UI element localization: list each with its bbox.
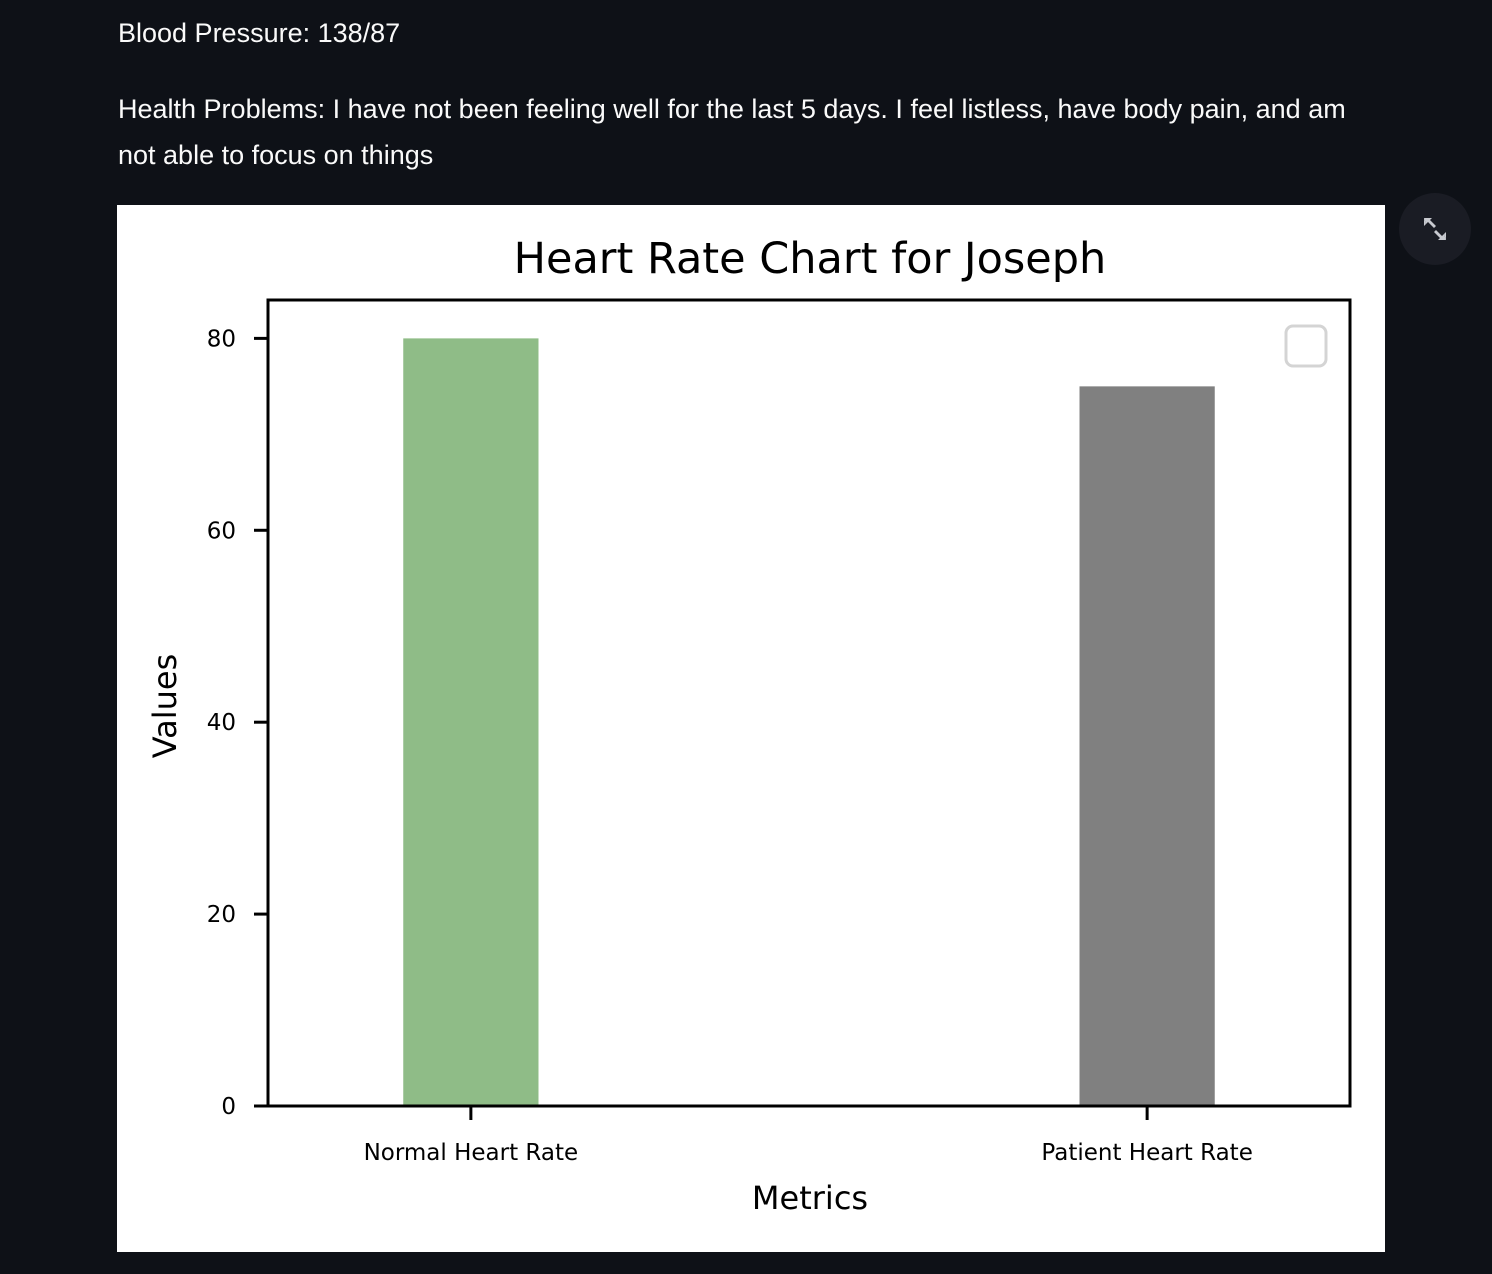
expand-arrows-icon xyxy=(1424,218,1446,240)
x-axis-label: Metrics xyxy=(752,1179,868,1217)
y-tick-label: 0 xyxy=(221,1094,236,1120)
bar-normal-heart-rate xyxy=(403,338,539,1106)
x-tick-label: Patient Heart Rate xyxy=(1041,1140,1252,1166)
fullscreen-button[interactable] xyxy=(1399,193,1471,265)
y-tick-label: 20 xyxy=(207,902,236,928)
y-tick-label: 60 xyxy=(207,518,236,544)
bar-patient-heart-rate xyxy=(1079,386,1215,1106)
plot-area-frame xyxy=(266,298,1352,1108)
y-tick-label: 80 xyxy=(207,326,236,352)
blood-pressure-text: Blood Pressure: 138/87 xyxy=(118,18,401,48)
y-tick-label: 40 xyxy=(207,710,236,736)
x-tick-label: Normal Heart Rate xyxy=(364,1140,579,1166)
legend-box xyxy=(1284,324,1328,368)
chart-canvas: Heart Rate Chart for Joseph Normal Heart… xyxy=(146,234,1352,1217)
chart-title: Heart Rate Chart for Joseph xyxy=(514,234,1107,284)
heart-rate-chart: Heart Rate Chart for Joseph Normal Heart… xyxy=(117,205,1385,1252)
health-problems-text: Health Problems: I have not been feeling… xyxy=(118,94,1346,170)
y-axis-label: Values xyxy=(146,654,184,759)
